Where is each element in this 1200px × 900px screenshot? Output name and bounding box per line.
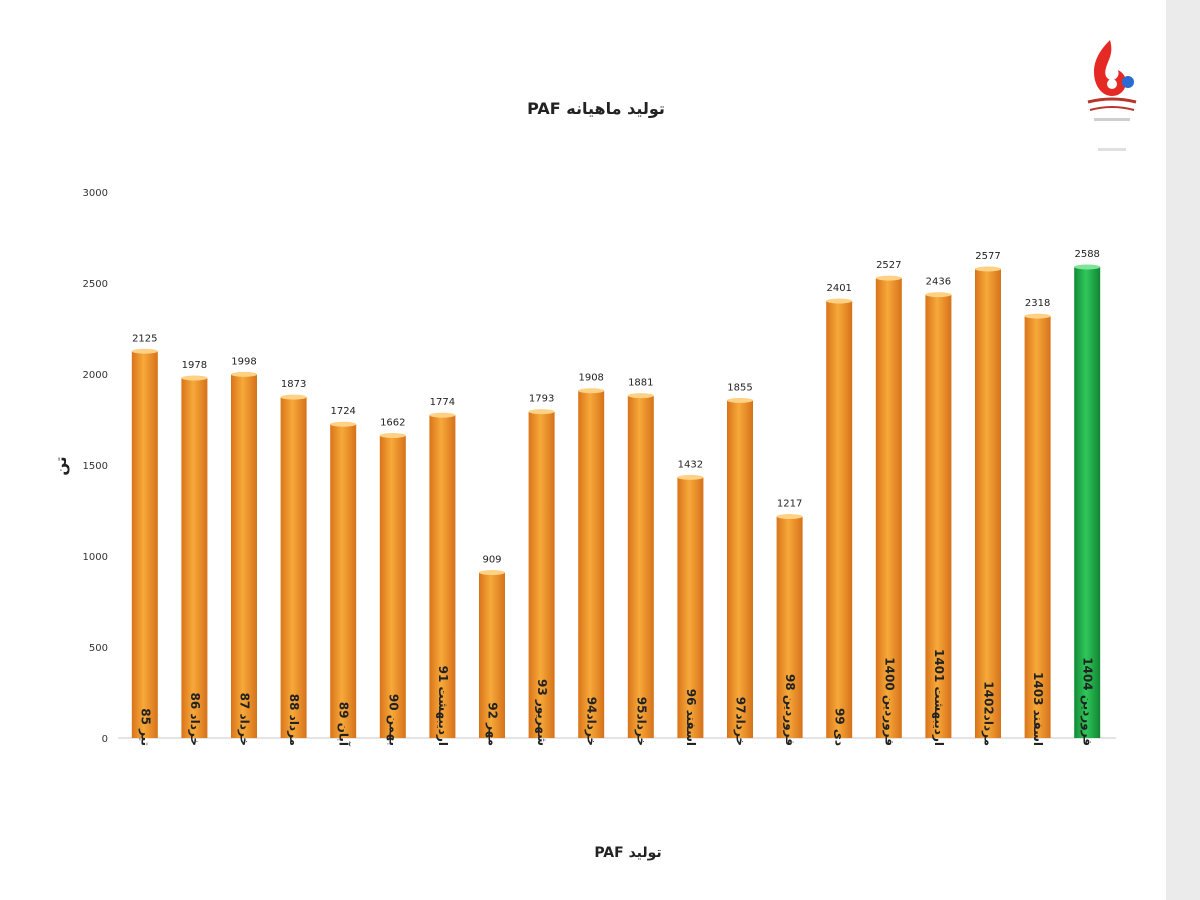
chart-title: تولید ماهیانه PAF [527,99,665,118]
y-tick-label: 3000 [83,188,108,199]
bar-cap [429,412,456,418]
data-label: 1724 [330,406,355,417]
data-label: 1908 [578,373,603,384]
x-axis-title: تولید PAF [594,845,661,861]
bar-cap [330,421,357,427]
bar-cap [677,474,704,480]
right-margin-strip [1166,0,1200,900]
bar [826,301,853,738]
x-tick-label: اسفند 1403 [1031,672,1045,746]
x-tick-label: دی 99 [833,708,847,746]
x-tick-label: تیر 85 [138,708,152,746]
company-logo [1087,40,1137,151]
data-label: 2588 [1074,249,1099,260]
bar [578,390,605,738]
bar-chart: تولید ماهیانه PAF 0 500 1000 1500 2000 2500 30… [52,99,1116,861]
x-tick-label: اردیبهشت 1401 [932,649,946,746]
bar-cap [181,375,208,381]
data-label: 1793 [529,394,554,405]
x-tick-label: شهریور 93 [534,679,549,746]
bar-cap [627,393,654,399]
bar-cap [1074,264,1101,270]
bar-cap [231,371,257,377]
data-label: 1662 [380,418,405,429]
data-labels-group: 2125 1978 1998 1873 1724 1662 1774 909 1793 1908 1… [132,249,1100,566]
bar [379,435,406,738]
x-tick-label: فروردین 1404 [1080,657,1095,746]
data-label: 1217 [777,499,802,510]
x-tick-label: آبان 89 [337,702,352,747]
data-label: 1998 [231,356,256,367]
bar [727,400,753,738]
x-tick-label: فروردین 98 [782,674,797,746]
data-label: 1881 [628,378,653,389]
data-label: 2436 [926,277,951,288]
bar-cap [776,514,803,520]
x-tick-label: خرداد95 [634,697,648,746]
bar-cap [1024,313,1051,319]
bar [1024,316,1051,738]
bar [131,351,158,738]
bar [429,415,456,738]
bar [975,268,1001,738]
bar-cap [528,409,555,415]
data-label: 1855 [727,382,752,393]
y-tick-label: 2000 [83,370,108,381]
bar [479,572,505,738]
data-label: 2125 [132,333,157,344]
bar [330,424,357,738]
y-axis-ticks: 0 500 1000 1500 2000 2500 3000 [83,188,108,745]
x-tick-label: خرداد 87 [238,693,252,746]
x-axis-tick-labels: تیر 85 خرداد 86 خرداد 87 مرداد 88 آبان 89 بهم… [138,649,1094,747]
bar [528,411,555,738]
data-label: 1873 [281,379,306,390]
x-tick-label: اسفند 96 [684,689,698,746]
data-label: 2401 [826,283,851,294]
bar [1074,266,1101,738]
data-label: 2577 [975,251,1000,262]
bar-cap [975,266,1001,272]
bar [677,477,704,738]
x-tick-label: خرداد94 [585,697,599,746]
bar [776,516,803,738]
data-label: 2527 [876,260,901,271]
bar [875,278,902,738]
y-tick-label: 1500 [83,461,108,472]
bar-cap [875,275,902,281]
bar [627,395,654,738]
data-label: 2318 [1025,298,1050,309]
y-tick-label: 0 [102,734,108,745]
x-tick-label: فروردین 1400 [881,657,896,746]
data-label: 1774 [430,397,455,408]
bar-cap [925,292,952,298]
bar [280,397,307,738]
x-tick-label: اردیبهشت 91 [436,666,450,746]
y-tick-label: 500 [89,643,108,654]
bar-cap [280,394,307,400]
data-label: 909 [482,555,501,566]
bar [181,378,208,738]
bar-cap [826,298,853,304]
bar-cap [379,433,406,439]
bar [925,294,952,738]
bar-cap [131,348,158,354]
data-label: 1978 [182,360,207,371]
x-tick-label: مرداد1402 [982,681,996,746]
x-tick-label: مهر 92 [486,702,500,746]
bar-cap [578,388,605,394]
x-tick-label: خرداد 86 [188,693,202,746]
y-tick-label: 1000 [83,552,108,563]
bar-cap [727,397,753,403]
data-label: 1432 [678,459,703,470]
bar [231,374,257,738]
bar-cap [479,570,505,576]
bars-group [131,264,1101,738]
y-tick-label: 2500 [83,279,108,290]
x-tick-label: مرداد 88 [287,694,301,746]
x-tick-label: بهمن 90 [386,694,400,746]
x-tick-label: خرداد97 [734,697,748,746]
y-axis-label: تن [52,456,70,475]
